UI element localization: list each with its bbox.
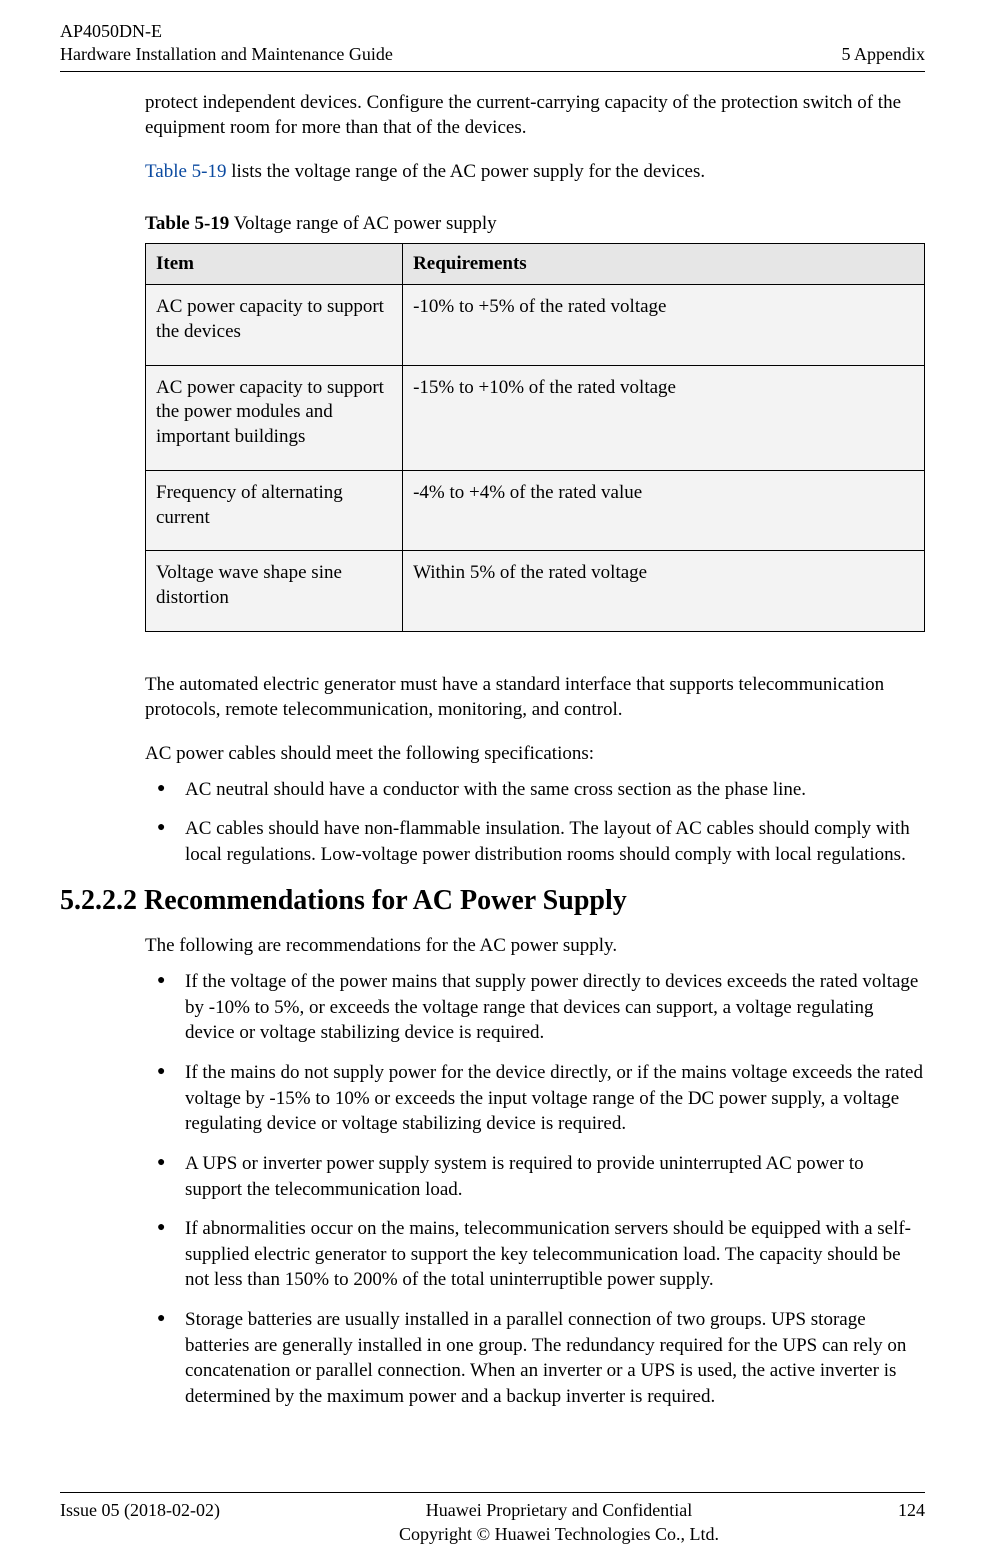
- table-row: AC power capacity to support the power m…: [146, 365, 925, 470]
- table-caption: Table 5-19 Voltage range of AC power sup…: [145, 213, 925, 235]
- table-ref-link[interactable]: Table 5-19: [145, 161, 227, 182]
- table-row: Voltage wave shape sine distortion Withi…: [146, 551, 925, 631]
- footer-copyright: Copyright © Huawei Technologies Co., Ltd…: [220, 1523, 898, 1546]
- product-name: AP4050DN-E: [60, 20, 393, 43]
- cable-spec-list: AC neutral should have a conductor with …: [145, 777, 925, 868]
- link-paragraph-rest: lists the voltage range of the AC power …: [227, 161, 706, 182]
- doc-title: Hardware Installation and Maintenance Gu…: [60, 43, 393, 66]
- section-heading: 5.2.2.2 Recommendations for AC Power Sup…: [60, 885, 925, 917]
- voltage-table: Item Requirements AC power capacity to s…: [145, 243, 925, 632]
- table-row: AC power capacity to support the devices…: [146, 285, 925, 365]
- generator-paragraph: The automated electric generator must ha…: [145, 672, 925, 723]
- list-item: If the voltage of the power mains that s…: [145, 969, 925, 1046]
- cell-item: AC power capacity to support the power m…: [146, 365, 403, 470]
- recommendations-list: If the voltage of the power mains that s…: [145, 969, 925, 1410]
- cell-req: -10% to +5% of the rated voltage: [403, 285, 925, 365]
- table-header-row: Item Requirements: [146, 243, 925, 285]
- table-caption-bold: Table 5-19: [145, 213, 229, 234]
- section-label: 5 Appendix: [842, 43, 926, 66]
- footer-page-number: 124: [898, 1499, 925, 1522]
- section-intro: The following are recommendations for th…: [145, 933, 925, 959]
- cell-item: AC power capacity to support the devices: [146, 285, 403, 365]
- list-item: If the mains do not supply power for the…: [145, 1060, 925, 1137]
- page: AP4050DN-E Hardware Installation and Mai…: [0, 0, 1005, 1566]
- footer-proprietary: Huawei Proprietary and Confidential: [220, 1499, 898, 1522]
- footer-issue: Issue 05 (2018-02-02): [60, 1499, 220, 1522]
- th-req: Requirements: [403, 243, 925, 285]
- cell-item: Voltage wave shape sine distortion: [146, 551, 403, 631]
- list-item: If abnormalities occur on the mains, tel…: [145, 1216, 925, 1293]
- list-item: AC neutral should have a conductor with …: [145, 777, 925, 803]
- cell-req: -15% to +10% of the rated voltage: [403, 365, 925, 470]
- page-header: AP4050DN-E Hardware Installation and Mai…: [60, 20, 925, 72]
- th-item: Item: [146, 243, 403, 285]
- cell-item: Frequency of alternating current: [146, 470, 403, 550]
- body-indent: protect independent devices. Configure t…: [145, 90, 925, 868]
- list-item: A UPS or inverter power supply system is…: [145, 1151, 925, 1202]
- list-item: AC cables should have non-flammable insu…: [145, 816, 925, 867]
- table-caption-rest: Voltage range of AC power supply: [229, 213, 496, 234]
- page-footer: Issue 05 (2018-02-02) Huawei Proprietary…: [60, 1492, 925, 1546]
- header-left: AP4050DN-E Hardware Installation and Mai…: [60, 20, 393, 67]
- cell-req: -4% to +4% of the rated value: [403, 470, 925, 550]
- link-paragraph: Table 5-19 lists the voltage range of th…: [145, 159, 925, 185]
- footer-center: Huawei Proprietary and Confidential Copy…: [220, 1499, 898, 1546]
- cell-req: Within 5% of the rated voltage: [403, 551, 925, 631]
- section-body: The following are recommendations for th…: [145, 933, 925, 1409]
- content: protect independent devices. Configure t…: [60, 72, 925, 1492]
- intro-paragraph: protect independent devices. Configure t…: [145, 90, 925, 141]
- header-right: 5 Appendix: [842, 43, 926, 66]
- cables-intro-paragraph: AC power cables should meet the followin…: [145, 741, 925, 767]
- table-row: Frequency of alternating current -4% to …: [146, 470, 925, 550]
- list-item: Storage batteries are usually installed …: [145, 1307, 925, 1410]
